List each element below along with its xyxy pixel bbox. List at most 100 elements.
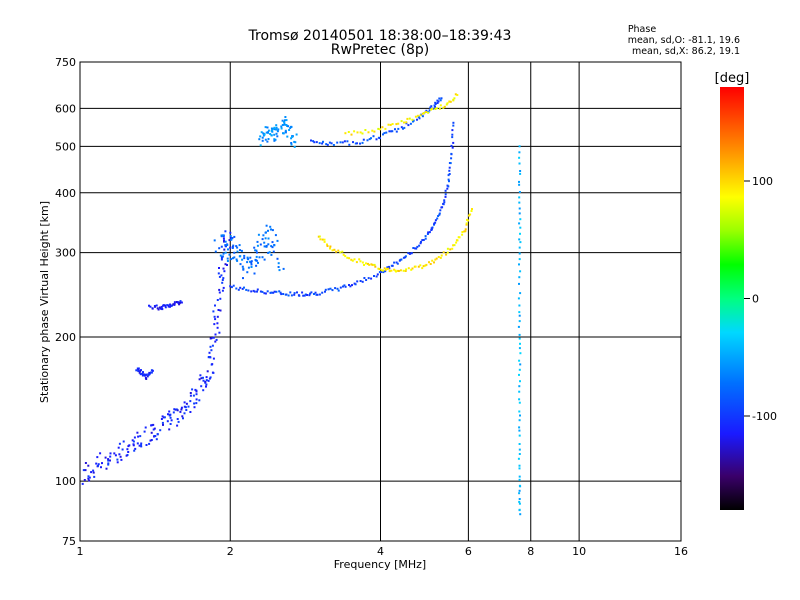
- data-point: [313, 293, 315, 295]
- data-point: [177, 420, 180, 423]
- data-point: [337, 249, 340, 252]
- data-point: [447, 178, 450, 181]
- data-point: [518, 263, 520, 266]
- data-point: [321, 291, 324, 294]
- data-point: [257, 261, 259, 264]
- data-point: [150, 424, 153, 427]
- grid-lines: [80, 62, 681, 541]
- data-point: [465, 222, 468, 225]
- data-point: [518, 191, 521, 193]
- data-point: [517, 325, 520, 328]
- data-point: [295, 133, 298, 136]
- data-point: [518, 314, 521, 317]
- data-point: [283, 123, 286, 126]
- data-point: [519, 363, 522, 366]
- data-point: [230, 238, 233, 241]
- data-point: [379, 128, 382, 131]
- data-point: [518, 282, 520, 285]
- data-point: [465, 223, 468, 226]
- data-point: [210, 349, 213, 352]
- data-point: [393, 261, 396, 264]
- data-point: [439, 256, 442, 259]
- data-point: [270, 127, 273, 130]
- data-point: [301, 291, 304, 294]
- data-point: [104, 456, 107, 459]
- data-point: [109, 455, 112, 458]
- data-point: [224, 240, 227, 243]
- data-point: [308, 294, 311, 297]
- data-point: [150, 439, 153, 441]
- data-point: [434, 258, 437, 261]
- data-point: [245, 288, 248, 291]
- data-point: [167, 304, 170, 307]
- data-point: [273, 138, 276, 141]
- data-point: [518, 207, 521, 210]
- data-point: [227, 248, 229, 251]
- data-point: [519, 414, 521, 417]
- data-point: [189, 392, 192, 394]
- data-point: [395, 261, 398, 264]
- data-point: [231, 237, 234, 240]
- data-point: [389, 123, 392, 126]
- data-point: [439, 104, 442, 107]
- data-point: [384, 270, 387, 273]
- data-point: [336, 141, 339, 144]
- data-point: [368, 138, 371, 141]
- data-point: [192, 394, 195, 397]
- data-point: [310, 291, 313, 294]
- data-point: [260, 131, 263, 134]
- data-point: [353, 258, 356, 261]
- data-point: [176, 424, 179, 427]
- data-point: [265, 131, 268, 134]
- data-point: [239, 286, 242, 289]
- data-point: [152, 423, 155, 426]
- data-point: [408, 252, 411, 255]
- data-point: [181, 415, 184, 418]
- data-point: [424, 264, 427, 267]
- data-point: [353, 130, 356, 133]
- data-point: [519, 352, 522, 355]
- data-point: [269, 133, 272, 135]
- data-point: [425, 111, 427, 113]
- data-point: [518, 162, 521, 165]
- data-point: [137, 370, 140, 373]
- data-point: [344, 285, 347, 288]
- data-point: [211, 363, 214, 366]
- data-point: [270, 291, 273, 294]
- data-point: [214, 318, 217, 321]
- data-point: [107, 462, 110, 465]
- data-point: [323, 238, 326, 241]
- data-point: [132, 443, 135, 446]
- data-point: [399, 258, 402, 261]
- data-point: [222, 277, 225, 280]
- data-point: [173, 303, 176, 306]
- data-point: [213, 239, 216, 242]
- data-point: [222, 252, 225, 255]
- data-point: [427, 111, 430, 114]
- data-point: [199, 374, 202, 377]
- data-point: [240, 249, 243, 252]
- data-point: [209, 345, 212, 348]
- data-point: [236, 259, 239, 262]
- data-point: [99, 452, 102, 455]
- data-point: [287, 125, 290, 128]
- data-point: [154, 305, 156, 308]
- data-point: [277, 128, 280, 131]
- data-point: [431, 226, 434, 229]
- data-point: [179, 300, 182, 303]
- data-point: [430, 108, 432, 111]
- x-tick-label: 16: [674, 545, 688, 558]
- data-point: [382, 133, 384, 136]
- data-point: [310, 139, 312, 142]
- data-point: [185, 409, 188, 411]
- data-point: [412, 119, 415, 122]
- y-tick-label: 750: [55, 56, 76, 69]
- data-point: [270, 228, 272, 231]
- data-point: [361, 261, 364, 264]
- data-point: [437, 100, 440, 103]
- data-point: [402, 269, 405, 272]
- data-point: [519, 292, 522, 295]
- data-point: [114, 454, 117, 457]
- data-point: [265, 231, 267, 234]
- data-point: [407, 267, 410, 270]
